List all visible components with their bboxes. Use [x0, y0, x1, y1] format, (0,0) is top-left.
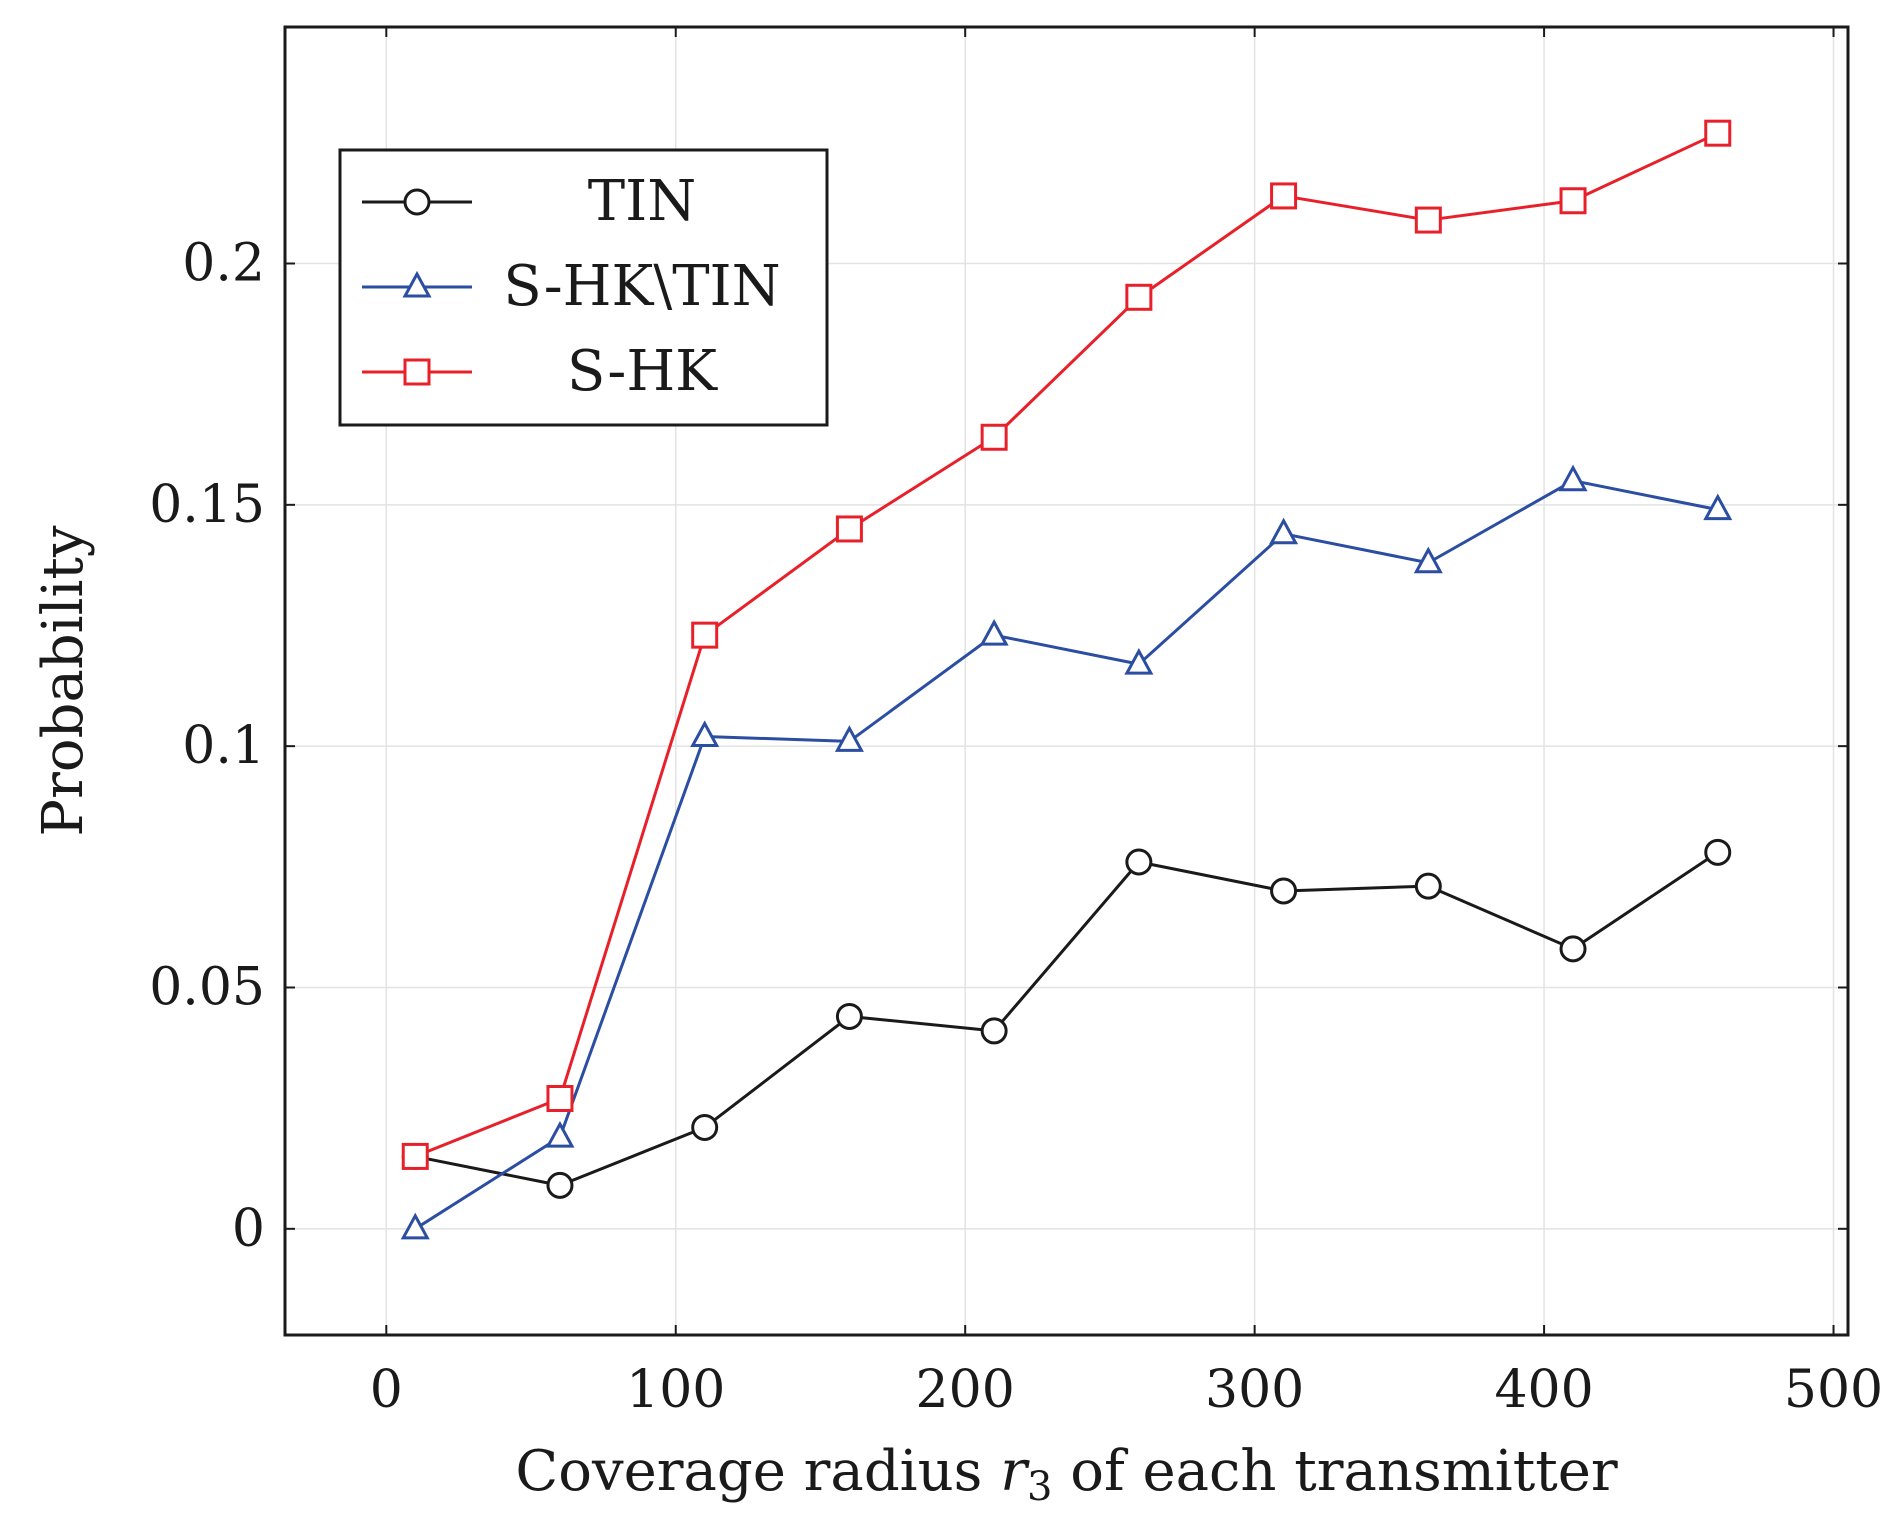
series-line — [414, 479, 1719, 1231]
data-point — [1269, 517, 1299, 545]
ticks: 0 100 200 300 400 500 0 0.05 0.1 0.15 0.2 — [149, 27, 1883, 1420]
y-tick-label: 0 — [232, 1199, 265, 1259]
data-point — [1125, 283, 1153, 311]
data-point — [400, 1212, 430, 1240]
legend-item: S-HK — [362, 339, 718, 404]
x-axis-label: Coverage radius r3 of each transmitter — [515, 1439, 1617, 1510]
data-point — [1270, 877, 1298, 905]
series-1 — [400, 464, 1733, 1240]
data-point — [546, 1171, 574, 1199]
data-point — [1124, 647, 1154, 675]
series-2 — [401, 119, 1732, 1170]
data-point — [1558, 464, 1588, 492]
legend-label: S-HK — [567, 339, 718, 404]
data-point — [691, 1113, 719, 1141]
x-tick-label: 400 — [1494, 1360, 1593, 1420]
data-point — [979, 619, 1009, 646]
x-tick-label: 100 — [626, 1360, 725, 1420]
data-point — [1559, 935, 1587, 963]
data-point — [690, 720, 720, 748]
legend-marker — [403, 358, 431, 386]
data-point — [691, 621, 719, 649]
y-axis-label: Probability — [31, 525, 96, 836]
data-point — [1413, 546, 1443, 574]
legend-item: TIN — [362, 169, 696, 234]
data-point — [835, 515, 863, 543]
legend-marker — [403, 188, 431, 216]
y-tick-label: 0.2 — [182, 234, 265, 294]
series-line — [414, 131, 1719, 1158]
data-point — [1270, 182, 1298, 210]
x-axis-label-var: r — [1000, 1439, 1030, 1504]
data-point — [1704, 838, 1732, 866]
data-point — [834, 725, 864, 752]
data-point — [835, 1002, 863, 1030]
data-point — [980, 1017, 1008, 1045]
data-point — [545, 1120, 575, 1148]
data-point — [401, 1142, 429, 1170]
legend-label: TIN — [588, 169, 696, 234]
data-point — [980, 423, 1008, 451]
y-tick-label: 0.15 — [149, 475, 265, 535]
legend-marker — [402, 270, 432, 298]
x-axis-label-suffix: of each transmitter — [1052, 1439, 1617, 1504]
x-tick-label: 200 — [916, 1360, 1015, 1420]
y-tick-label: 0.1 — [182, 716, 265, 776]
data-point — [1704, 119, 1732, 147]
legend: TIN S-HK\TIN S-HK — [338, 148, 829, 427]
plot-frame — [283, 25, 1850, 1337]
x-axis-label-sub: 3 — [1027, 1464, 1052, 1510]
x-tick-label: 0 — [370, 1360, 403, 1420]
legend-item: S-HK\TIN — [362, 254, 781, 319]
y-tick-label: 0.05 — [149, 957, 265, 1017]
data-point — [1414, 206, 1442, 234]
series-line — [414, 851, 1719, 1187]
x-tick-label: 300 — [1205, 1360, 1304, 1420]
legend-label: S-HK\TIN — [503, 254, 780, 319]
data-point — [1559, 187, 1587, 215]
x-axis-label-prefix: Coverage radius — [515, 1439, 1000, 1504]
data-point — [1414, 872, 1442, 900]
data-point — [1125, 848, 1153, 876]
data-point — [1703, 493, 1733, 521]
data-point — [546, 1084, 574, 1112]
plot-area — [400, 119, 1733, 1240]
x-tick-label: 500 — [1784, 1360, 1883, 1420]
